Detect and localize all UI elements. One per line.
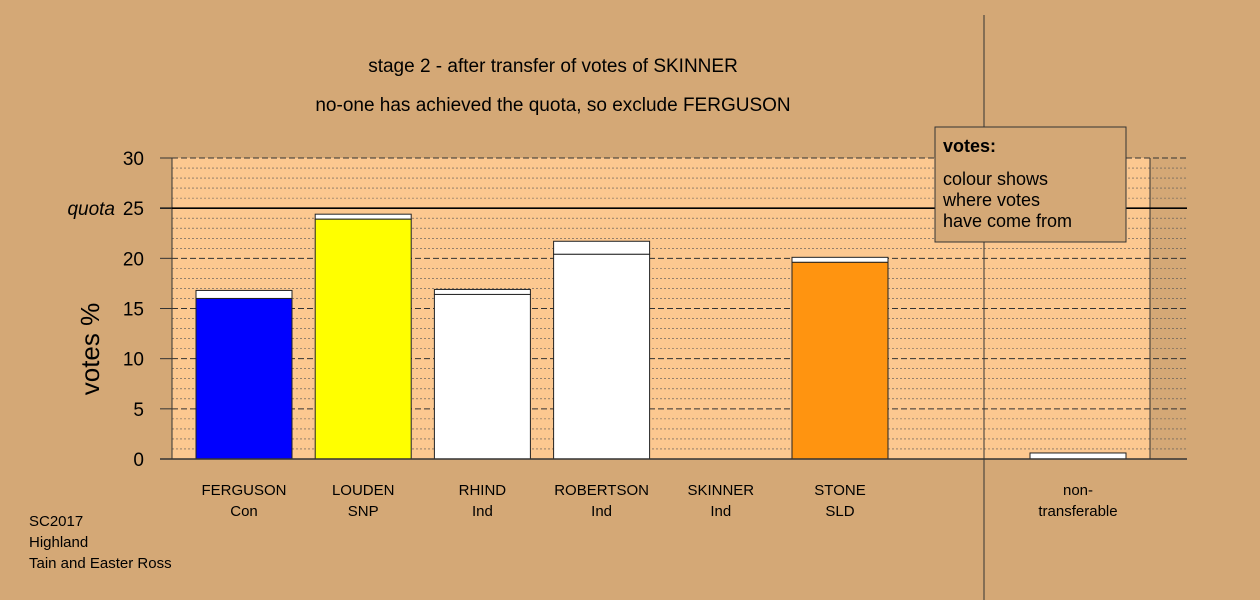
bar-robertson bbox=[553, 253, 651, 460]
bar-rhind bbox=[433, 293, 531, 460]
legend-title: votes: bbox=[943, 136, 996, 156]
y-axis-label: votes % bbox=[75, 303, 105, 396]
bar-non-transferable bbox=[1029, 452, 1127, 460]
legend: votes: colour shows where votes have com… bbox=[934, 126, 1127, 243]
legend-line-3: have come from bbox=[943, 211, 1072, 231]
axes: FERGUSON Con LOUDEN SNP RHIND Ind ROBERTSON Ind… bbox=[67, 15, 1187, 600]
x-tick-label-party: SNP bbox=[348, 503, 379, 520]
bar-stone bbox=[791, 261, 889, 460]
x-tick-label-party: Con bbox=[230, 503, 258, 520]
region-name: Highland bbox=[29, 534, 89, 551]
y-tick-label: 0 bbox=[133, 450, 144, 471]
x-tick-label-name: FERGUSON bbox=[201, 482, 286, 499]
y-tick-label: 25 bbox=[123, 199, 144, 220]
y-tick-label: 10 bbox=[123, 350, 144, 371]
bar-ferguson bbox=[195, 297, 293, 460]
x-tick-label-party: Ind bbox=[591, 503, 612, 520]
bar-transfer-robertson bbox=[553, 240, 651, 255]
bars bbox=[195, 213, 1127, 460]
constituency-info: SC2017 Highland Tain and Easter Ross bbox=[29, 511, 172, 574]
y-tick-label: 20 bbox=[123, 249, 144, 270]
x-tick-label-name: SKINNER bbox=[687, 482, 754, 499]
x-tick-label-name: ROBERTSON bbox=[554, 482, 649, 499]
bar-transfer-louden bbox=[314, 213, 412, 220]
bar-transfer-stone bbox=[791, 256, 889, 263]
legend-line-1: colour shows bbox=[943, 169, 1048, 189]
quota-label: quota bbox=[67, 199, 115, 220]
bar-transfer-rhind bbox=[433, 288, 531, 295]
ward-name: Tain and Easter Ross bbox=[29, 555, 172, 572]
x-tick-label-party: SLD bbox=[825, 503, 854, 520]
y-tick-label: 15 bbox=[123, 300, 144, 321]
x-tick-label-name: RHIND bbox=[459, 482, 507, 499]
election-code: SC2017 bbox=[29, 513, 84, 530]
bar-transfer-ferguson bbox=[195, 289, 293, 299]
legend-line-2: where votes bbox=[942, 190, 1040, 210]
bar-louden bbox=[314, 218, 412, 460]
legend-box bbox=[934, 126, 1127, 243]
x-tick-label-name: LOUDEN bbox=[332, 482, 395, 499]
y-tick-label: 5 bbox=[133, 400, 144, 421]
x-tick-label-non-transferable-1: non- bbox=[1063, 482, 1093, 499]
x-tick-label-party: Ind bbox=[710, 503, 731, 520]
x-tick-label-non-transferable-2: transferable bbox=[1038, 503, 1117, 520]
chart-subtitle: no-one has achieved the quota, so exclud… bbox=[315, 95, 790, 116]
chart-title: stage 2 - after transfer of votes of SKI… bbox=[368, 56, 738, 77]
y-tick-label: 30 bbox=[123, 149, 144, 170]
x-tick-label-name: STONE bbox=[814, 482, 865, 499]
x-tick-label-party: Ind bbox=[472, 503, 493, 520]
